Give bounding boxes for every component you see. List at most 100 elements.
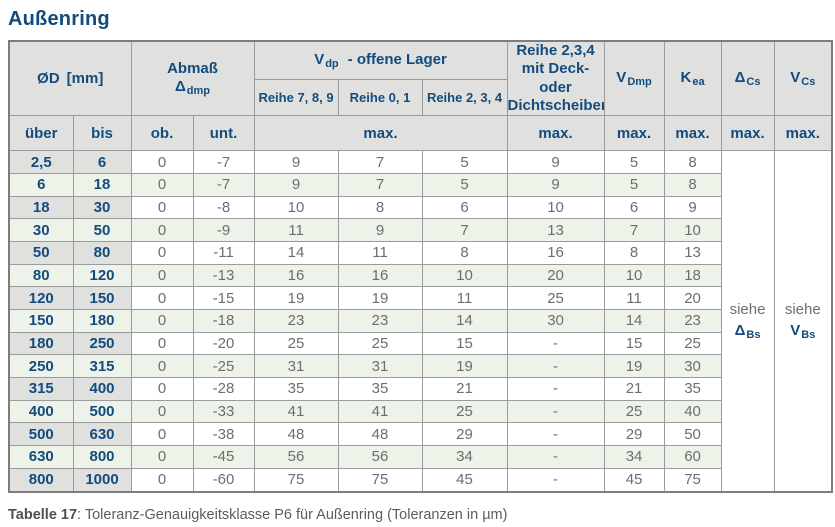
cell-vdmp: 19 bbox=[603, 354, 665, 379]
column-reihe-789: Reihe 7, 8, 9 bbox=[253, 78, 339, 117]
column-kea: Kea bbox=[663, 40, 722, 117]
cell-kea: 75 bbox=[663, 467, 722, 493]
cell-vdmp: 10 bbox=[603, 263, 665, 288]
column-reihe-01: Reihe 0, 1 bbox=[337, 78, 423, 117]
cell-reihe01: 75 bbox=[337, 467, 423, 493]
cell-bis: 30 bbox=[72, 195, 132, 220]
table-row: 250 315 0 -25 31 31 19-19 30 bbox=[8, 354, 832, 379]
table-row: 30 50 0 -9 11 9 7 13 7 10 bbox=[8, 218, 832, 242]
subheader-max-vdmp: max. bbox=[603, 115, 665, 152]
cell-reihe01: 41 bbox=[337, 399, 423, 424]
cell-reihe01: 19 bbox=[337, 286, 423, 310]
subheader-max-vcs: max. bbox=[773, 115, 833, 152]
cell-ueber: 18 bbox=[8, 195, 74, 220]
cell-reihe789: 11 bbox=[253, 218, 339, 242]
cell-deck: 30 bbox=[506, 309, 605, 333]
cell-kea: 25 bbox=[663, 331, 722, 356]
cell-bis: 180 bbox=[72, 309, 132, 333]
subheader-bis: bis bbox=[72, 115, 132, 152]
cell-unt: -20 bbox=[192, 331, 255, 356]
cell-reihe01: 16 bbox=[337, 263, 423, 288]
cell-reihe789: 35 bbox=[253, 377, 339, 401]
cell-ob: 0 bbox=[130, 422, 194, 447]
cell-reihe01: 11 bbox=[337, 240, 423, 265]
diameter-symbol: ØD bbox=[37, 70, 60, 88]
cell-kea: 50 bbox=[663, 422, 722, 447]
cell-bis: 80 bbox=[72, 240, 132, 265]
table-row: 80 120 0 -13 16 16 10 20 10 18 bbox=[8, 263, 832, 288]
cell-unt: -60 bbox=[192, 467, 255, 493]
cell-unt: -11 bbox=[192, 240, 255, 265]
subheader-max-dcs: max. bbox=[720, 115, 775, 152]
cell-bis: 150 bbox=[72, 286, 132, 310]
column-vdmp: VDmp bbox=[603, 40, 665, 117]
caption-text: : Toleranz-Genauigkeitsklasse P6 für Auß… bbox=[77, 506, 508, 523]
cell-unt: -8 bbox=[192, 195, 255, 220]
cell-ob: 0 bbox=[130, 150, 194, 174]
cell-vdmp: 21 bbox=[603, 377, 665, 401]
cell-reihe01: 25 bbox=[337, 331, 423, 356]
cell-ob: 0 bbox=[130, 195, 194, 220]
abmass-symbol: Δdmp bbox=[175, 78, 211, 98]
cell-reihe789: 9 bbox=[253, 172, 339, 197]
cell-bis: 630 bbox=[72, 422, 132, 447]
cell-vdmp: 34 bbox=[603, 445, 665, 469]
cell-reihe789: 75 bbox=[253, 467, 339, 493]
cell-reihe789: 41 bbox=[253, 399, 339, 424]
cell-unt: -9 bbox=[192, 218, 255, 242]
cell-kea: 13 bbox=[663, 240, 722, 265]
table-body: 2,5 6 0 -7 9 7 5 9 5 8 siehe ΔBs siehe VBs 6 18 0 -7 9 7 5 9 5… bbox=[8, 150, 833, 493]
cell-deck: - bbox=[506, 445, 605, 469]
cell-bis: 18 bbox=[72, 172, 132, 197]
cell-bis: 120 bbox=[72, 263, 132, 288]
cell-deck: 25 bbox=[506, 286, 605, 310]
cell-kea: 18 bbox=[663, 263, 722, 288]
cell-kea: 30 bbox=[663, 354, 722, 379]
cell-bis: 6 bbox=[72, 150, 132, 174]
diameter-unit: [mm] bbox=[66, 70, 104, 88]
cell-reihe234: 14 bbox=[421, 309, 508, 333]
cell-deck: - bbox=[506, 467, 605, 493]
table-row: 50 80 0 -11 14 11 8 16 8 13 bbox=[8, 240, 832, 265]
cell-reihe234: 29 bbox=[421, 422, 508, 447]
cell-ueber: 120 bbox=[8, 286, 74, 310]
column-sealed-series: Reihe 2,3,4 mit Deck- oder Dichtscheiben bbox=[506, 40, 605, 117]
see-delta-bs-cell: siehe ΔBs bbox=[720, 150, 775, 492]
cell-vdmp: 29 bbox=[603, 422, 665, 447]
cell-vdmp: 8 bbox=[603, 240, 665, 265]
cell-deck: 20 bbox=[506, 263, 605, 288]
cell-unt: -13 bbox=[192, 263, 255, 288]
table-row: 150 180 0 -18 23 23 14 30 14 23 bbox=[8, 309, 832, 333]
subheader-max-kea: max. bbox=[663, 115, 722, 152]
cell-ueber: 315 bbox=[8, 377, 74, 401]
cell-deck: 13 bbox=[506, 218, 605, 242]
table-caption: Tabelle 17: Toleranz-Genauigkeitsklasse … bbox=[8, 507, 835, 523]
cell-unt: -25 bbox=[192, 354, 255, 379]
cell-deck: - bbox=[506, 354, 605, 379]
cell-unt: -7 bbox=[192, 150, 255, 174]
cell-unt: -28 bbox=[192, 377, 255, 401]
column-delta-cs: ΔCs bbox=[720, 40, 775, 117]
cell-reihe789: 23 bbox=[253, 309, 339, 333]
cell-reihe01: 48 bbox=[337, 422, 423, 447]
cell-ob: 0 bbox=[130, 286, 194, 310]
cell-bis: 500 bbox=[72, 399, 132, 424]
cell-vdmp: 15 bbox=[603, 331, 665, 356]
cell-reihe01: 8 bbox=[337, 195, 423, 220]
cell-kea: 8 bbox=[663, 172, 722, 197]
cell-bis: 250 bbox=[72, 331, 132, 356]
cell-vdmp: 11 bbox=[603, 286, 665, 310]
cell-reihe234: 45 bbox=[421, 467, 508, 493]
cell-reihe789: 14 bbox=[253, 240, 339, 265]
cell-ueber: 250 bbox=[8, 354, 74, 379]
cell-reihe789: 48 bbox=[253, 422, 339, 447]
cell-ob: 0 bbox=[130, 331, 194, 356]
cell-ueber: 400 bbox=[8, 399, 74, 424]
cell-deck: 9 bbox=[506, 150, 605, 174]
subheader-ob: ob. bbox=[130, 115, 194, 152]
cell-ob: 0 bbox=[130, 172, 194, 197]
cell-deck: - bbox=[506, 399, 605, 424]
cell-unt: -38 bbox=[192, 422, 255, 447]
page-title: Außenring bbox=[8, 8, 110, 30]
